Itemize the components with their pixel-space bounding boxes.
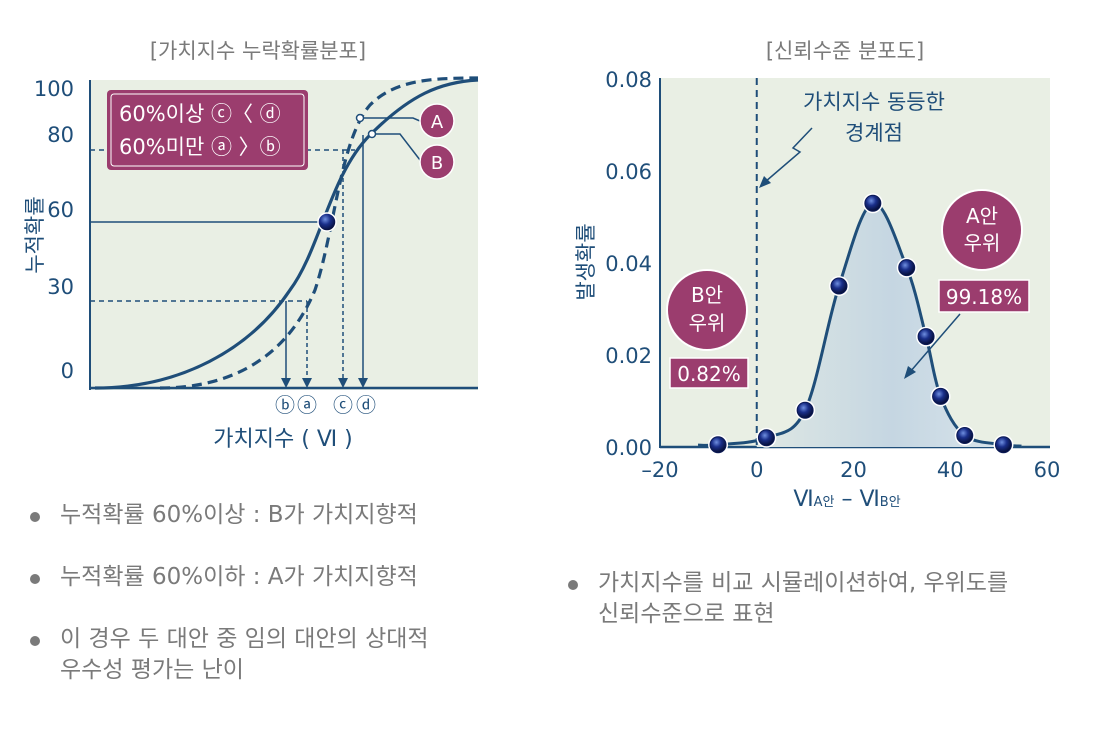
left-note-3-text: 이 경우 두 대안 중 임의 대안의 상대적 우수성 평가는 난이 — [60, 626, 429, 683]
right-ytick-008: 0.08 — [605, 68, 652, 92]
distribution-point — [898, 259, 916, 277]
right-ytick-006: 0.06 — [605, 160, 652, 184]
b-advantage-badge — [666, 269, 748, 351]
right-xtick-20: 20 — [840, 458, 867, 482]
right-note-1: 가치지수를 비교 시뮬레이션하여, 우위도를 신뢰수준으로 표현 — [568, 568, 1088, 630]
b-advantage-line1: B안 — [691, 283, 723, 307]
arrow-b — [281, 378, 291, 388]
right-ytick-002: 0.02 — [605, 344, 652, 368]
b-percent-value: 0.82% — [677, 362, 741, 386]
condition-box — [107, 90, 308, 170]
distribution-point — [830, 277, 848, 295]
marker-b: ⓑ — [275, 393, 295, 417]
series-a-label: A — [431, 112, 444, 133]
left-y-label: 누적확률 — [23, 196, 47, 273]
left-ytick-0: 0 — [61, 359, 74, 383]
condition-line-1: 60%이상 ⓒ〈 ⓓ — [119, 102, 281, 126]
threshold-pointer-head — [759, 176, 771, 188]
bullet-dot — [30, 574, 40, 584]
left-note-2: 누적확률 60%이하 : A가 가치지향적 — [30, 562, 530, 593]
right-chart-title: [신뢰수준 분포도] — [766, 39, 924, 63]
bullet-dot — [568, 580, 578, 590]
xlabel-main-a: Ⅵ — [793, 487, 813, 512]
curve-b-marker — [355, 113, 365, 123]
right-xtick-0: 0 — [750, 458, 763, 482]
a-pointer-head — [904, 366, 916, 379]
condition-box-inner — [110, 93, 305, 167]
right-y-label: 발생확률 — [574, 223, 598, 300]
threshold-label-1: 가치지수 동등한 — [803, 90, 945, 114]
intersection-point — [317, 212, 337, 232]
xlabel-main-b: Ⅵ — [859, 487, 879, 512]
distribution-points — [708, 193, 1014, 455]
distribution-point — [994, 436, 1012, 454]
condition-line-2: 60%미만 ⓐ 〉ⓑ — [119, 135, 281, 159]
right-ytick-000: 0.00 — [605, 436, 652, 460]
left-ytick-100: 100 — [34, 77, 74, 101]
right-ytick-004: 0.04 — [605, 252, 652, 276]
b-percent-box — [669, 357, 749, 389]
a-advantage-line2: 우위 — [964, 231, 1001, 255]
left-x-label: 가치지수 ( Ⅵ ) — [213, 427, 352, 452]
right-xtick-60: 60 — [1034, 458, 1061, 482]
left-ytick-80: 80 — [47, 123, 74, 147]
distribution-point — [864, 194, 882, 212]
left-ytick-30: 30 — [47, 275, 74, 299]
marker-c: ⓒ — [333, 393, 353, 417]
marker-a: ⓐ — [297, 393, 317, 417]
marker-d: ⓓ — [356, 393, 376, 417]
right-xtick-m20: –20 — [641, 458, 678, 482]
left-chart-title: [가치지수 누락확률분포] — [150, 39, 366, 63]
series-b-label: B — [431, 153, 443, 174]
right-notes: 가치지수를 비교 시뮬레이션하여, 우위도를 신뢰수준으로 표현 — [568, 568, 1088, 630]
distribution-point — [917, 328, 935, 346]
a-percent-box — [938, 279, 1030, 313]
xlabel-sub-b: B안 — [880, 495, 901, 510]
xlabel-dash: – — [834, 487, 859, 512]
curve-a-marker — [367, 129, 377, 139]
distribution-point — [796, 401, 814, 419]
right-note-1-text: 가치지수를 비교 시뮬레이션하여, 우위도를 신뢰수준으로 표현 — [598, 570, 1009, 627]
right-yticks: 0.08 0.06 0.04 0.02 0.00 — [605, 68, 652, 460]
distribution-point — [932, 387, 950, 405]
distribution-area — [756, 203, 1022, 447]
right-xtick-40: 40 — [937, 458, 964, 482]
a-percent-value: 99.18% — [946, 285, 1022, 309]
curve-a-solid — [94, 78, 479, 390]
series-a-badge — [419, 103, 455, 139]
left-note-1: 누적확률 60%이상 : B가 가치지향적 — [30, 500, 530, 531]
right-xticks: –20 0 20 40 60 — [641, 458, 1060, 482]
xlabel-sub-a: A안 — [814, 495, 835, 510]
left-note-3: 이 경우 두 대안 중 임의 대안의 상대적 우수성 평가는 난이 — [30, 624, 530, 686]
left-ytick-60: 60 — [47, 198, 74, 222]
bullet-dot — [30, 512, 40, 522]
callout-line-a — [363, 117, 421, 122]
left-note-1-text: 누적확률 60%이상 : B가 가치지향적 — [60, 502, 418, 528]
threshold-label-2: 경계점 — [845, 121, 903, 145]
left-note-2-text: 누적확률 60%이하 : A가 가치지향적 — [60, 564, 418, 590]
distribution-point — [956, 427, 974, 444]
left-notes: 누적확률 60%이상 : B가 가치지향적 누적확률 60%이하 : A가 가치… — [30, 500, 530, 686]
threshold-pointer — [764, 127, 813, 183]
confidence-chart: [신뢰수준 분포도] 0.08 0.06 0.04 0.02 0.00 –20 … — [574, 39, 1060, 512]
callout-line-b — [375, 133, 421, 161]
a-advantage-badge — [941, 189, 1023, 271]
cumulative-chart: [가치지수 누락확률분포] 100 80 60 30 0 누적확률 — [23, 39, 479, 452]
arrow-d — [358, 378, 368, 388]
bullet-dot — [30, 636, 40, 646]
series-b-badge — [419, 144, 455, 180]
arrow-c — [338, 378, 348, 388]
arrow-a — [302, 378, 312, 388]
a-advantage-line1: A안 — [966, 204, 998, 228]
b-advantage-line2: 우위 — [689, 311, 726, 335]
distribution-point — [757, 429, 775, 447]
distribution-point — [709, 436, 727, 454]
right-x-label: ⅥA안 – ⅥB안 — [793, 487, 900, 512]
a-pointer — [909, 313, 961, 373]
